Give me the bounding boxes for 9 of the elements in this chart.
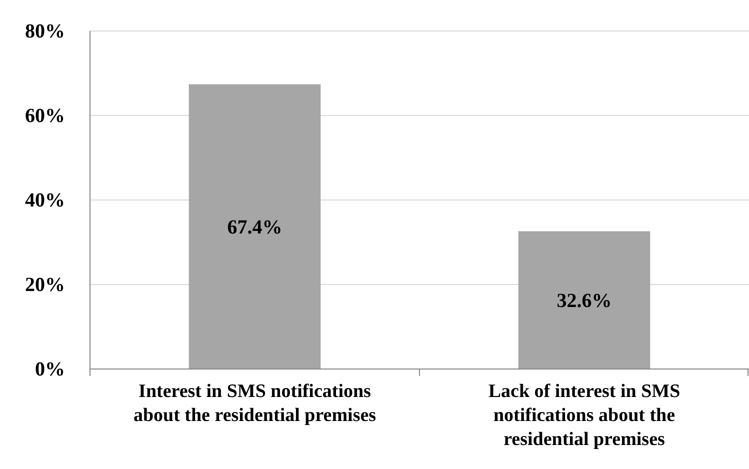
y-tick-label: 60% [25,104,65,127]
y-tick-label: 40% [25,189,65,212]
x-tick-label: Lack of interest in SMS notifications about the residential premises [488,381,680,450]
y-tick-label: 20% [25,274,65,296]
y-tick-label: 80% [25,20,65,42]
data-label: 32.6% [556,290,612,312]
y-tick-label: 0% [35,358,65,380]
x-tick-label: Interest in SMS notifications about the residential premises [133,381,376,426]
data-label: 67.4% [227,216,282,239]
